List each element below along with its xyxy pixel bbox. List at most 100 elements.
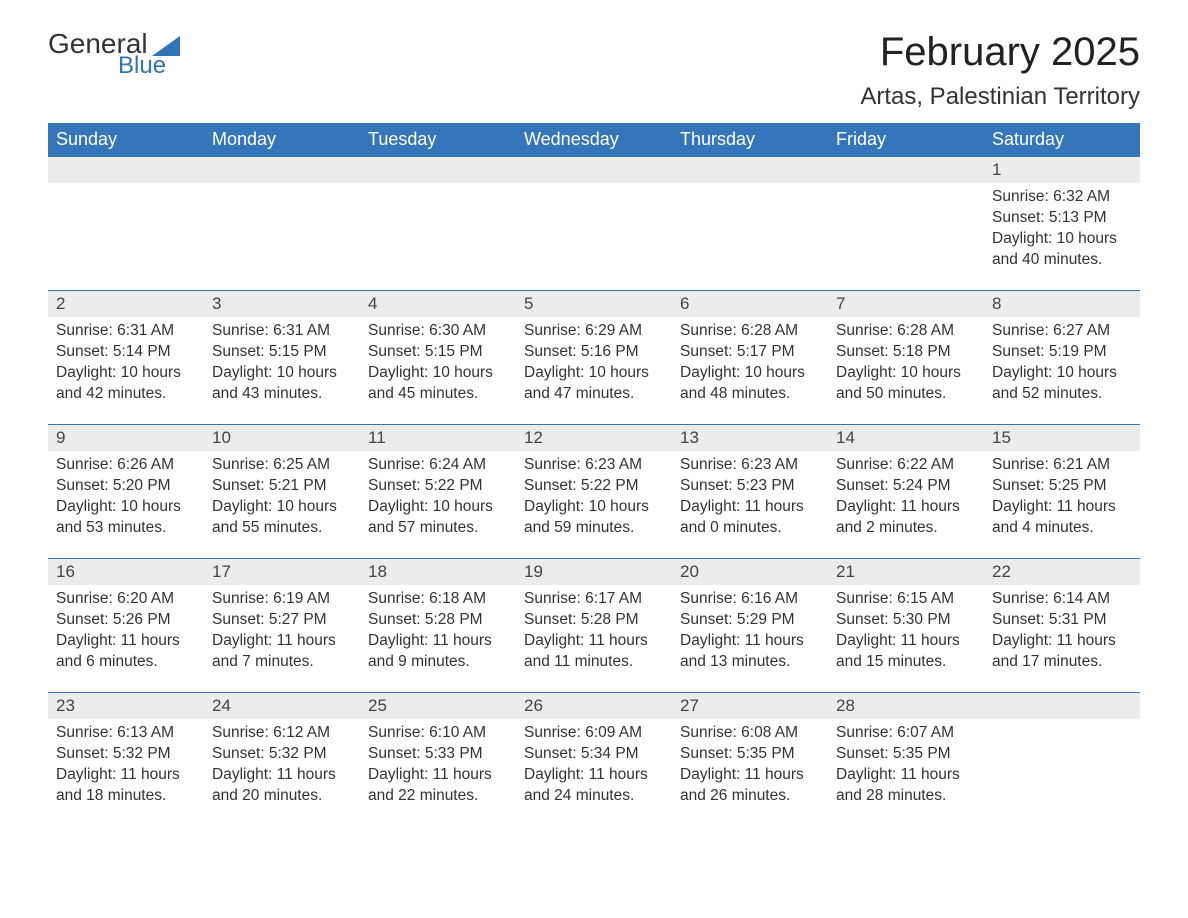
day-cell: Sunrise: 6:15 AMSunset: 5:30 PMDaylight:… [828,585,984,687]
day-number: 26 [516,693,672,719]
daylight-line: Daylight: 11 hours and 2 minutes. [836,497,976,539]
day-cell: Sunrise: 6:08 AMSunset: 5:35 PMDaylight:… [672,719,828,821]
daynum-row: 9101112131415 [48,425,1140,451]
daylight-line: Daylight: 10 hours and 47 minutes. [524,363,664,405]
day-cell: Sunrise: 6:23 AMSunset: 5:23 PMDaylight:… [672,451,828,553]
day-number: 7 [828,291,984,317]
day-cell: Sunrise: 6:27 AMSunset: 5:19 PMDaylight:… [984,317,1140,419]
sunrise-line: Sunrise: 6:22 AM [836,455,976,476]
day-cell: Sunrise: 6:18 AMSunset: 5:28 PMDaylight:… [360,585,516,687]
day-number: 23 [48,693,204,719]
day-cell: Sunrise: 6:22 AMSunset: 5:24 PMDaylight:… [828,451,984,553]
day-number: 6 [672,291,828,317]
sunrise-line: Sunrise: 6:09 AM [524,723,664,744]
sunrise-line: Sunrise: 6:13 AM [56,723,196,744]
day-cell: Sunrise: 6:28 AMSunset: 5:18 PMDaylight:… [828,317,984,419]
logo-line1: General [48,30,180,58]
day-cell: Sunrise: 6:17 AMSunset: 5:28 PMDaylight:… [516,585,672,687]
sunset-line: Sunset: 5:35 PM [680,744,820,765]
daylight-line: Daylight: 11 hours and 9 minutes. [368,631,508,673]
weekday-fri: Friday [828,123,984,156]
daylight-line: Daylight: 10 hours and 50 minutes. [836,363,976,405]
sunrise-line: Sunrise: 6:25 AM [212,455,352,476]
day-number: 2 [48,291,204,317]
day-number [672,157,828,183]
sunset-line: Sunset: 5:31 PM [992,610,1132,631]
daybody-row: Sunrise: 6:31 AMSunset: 5:14 PM Daylight:… [48,317,1140,419]
weekday-mon: Monday [204,123,360,156]
title-block: February 2025 Artas, Palestinian Territo… [860,30,1140,111]
day-cell: Sunrise: 6:26 AMSunset: 5:20 PMDaylight:… [48,451,204,553]
day-cell [204,183,360,285]
daynum-row: 16171819202122 [48,559,1140,585]
sunrise-line: Sunrise: 6:31 AM [56,321,196,342]
day-cell: Sunrise: 6:32 AMSunset: 5:13 PMDaylight:… [984,183,1140,285]
sunrise-line: Sunrise: 6:26 AM [56,455,196,476]
day-cell: Sunrise: 6:31 AMSunset: 5:14 PMDaylight:… [48,317,204,419]
sunrise-line: Sunrise: 6:24 AM [368,455,508,476]
sunrise-line: Sunrise: 6:07 AM [836,723,976,744]
day-number: 27 [672,693,828,719]
daylight-line: Daylight: 11 hours and 28 minutes. [836,765,976,807]
sunset-line: Sunset: 5:23 PM [680,476,820,497]
daybody-row: Sunrise: 6:32 AMSunset: 5:13 PMDaylight:… [48,183,1140,285]
daynum-row: 1 [48,157,1140,183]
day-number: 12 [516,425,672,451]
calendar-week: 232425262728Sunrise: 6:13 AMSunset: 5:32… [48,692,1140,826]
daylight-line: Daylight: 10 hours and 59 minutes. [524,497,664,539]
sunrise-line: Sunrise: 6:27 AM [992,321,1132,342]
day-number: 5 [516,291,672,317]
daylight-line: Daylight: 10 hours and 43 minutes. [212,363,352,405]
sunset-line: Sunset: 5:14 PM [56,342,196,363]
sunrise-line: Sunrise: 6:12 AM [212,723,352,744]
sunrise-line: Sunrise: 6:29 AM [524,321,664,342]
daybody-row: Sunrise: 6:26 AMSunset: 5:20 PMDaylight:… [48,451,1140,553]
day-number: 14 [828,425,984,451]
daylight-line: Daylight: 11 hours and 26 minutes. [680,765,820,807]
day-number: 17 [204,559,360,585]
daynum-row: 2345678 [48,291,1140,317]
weekday-thu: Thursday [672,123,828,156]
day-number: 13 [672,425,828,451]
sunset-line: Sunset: 5:35 PM [836,744,976,765]
sunset-line: Sunset: 5:16 PM [524,342,664,363]
day-cell: Sunrise: 6:13 AMSunset: 5:32 PMDaylight:… [48,719,204,821]
location: Artas, Palestinian Territory [860,83,1140,111]
header: General Blue February 2025 Artas, Palest… [48,30,1140,111]
sunrise-line: Sunrise: 6:16 AM [680,589,820,610]
sunset-line: Sunset: 5:21 PM [212,476,352,497]
day-cell: Sunrise: 6:21 AMSunset: 5:25 PMDaylight:… [984,451,1140,553]
sunset-line: Sunset: 5:33 PM [368,744,508,765]
daybody-row: Sunrise: 6:13 AMSunset: 5:32 PMDaylight:… [48,719,1140,821]
page-title: February 2025 [860,30,1140,75]
day-cell: Sunrise: 6:19 AMSunset: 5:27 PMDaylight:… [204,585,360,687]
sunset-line: Sunset: 5:22 PM [524,476,664,497]
day-number [204,157,360,183]
sunrise-line: Sunrise: 6:23 AM [524,455,664,476]
daylight-line: Daylight: 10 hours and 53 minutes. [56,497,196,539]
day-number [48,157,204,183]
sunrise-line: Sunrise: 6:30 AM [368,321,508,342]
day-cell: Sunrise: 6:25 AMSunset: 5:21 PMDaylight:… [204,451,360,553]
calendar-week: 9101112131415Sunrise: 6:26 AMSunset: 5:2… [48,424,1140,558]
day-number: 21 [828,559,984,585]
day-number: 19 [516,559,672,585]
day-cell [828,183,984,285]
day-number [360,157,516,183]
daylight-line: Daylight: 10 hours and 57 minutes. [368,497,508,539]
day-cell [672,183,828,285]
day-cell: Sunrise: 6:20 AMSunset: 5:26 PMDaylight:… [48,585,204,687]
logo: General Blue [48,30,180,78]
sunrise-line: Sunrise: 6:15 AM [836,589,976,610]
daylight-line: Daylight: 10 hours and 55 minutes. [212,497,352,539]
sunrise-line: Sunrise: 6:20 AM [56,589,196,610]
sunrise-line: Sunrise: 6:28 AM [836,321,976,342]
day-number: 16 [48,559,204,585]
sunset-line: Sunset: 5:15 PM [368,342,508,363]
day-number: 22 [984,559,1140,585]
daylight-line: Daylight: 11 hours and 24 minutes. [524,765,664,807]
daylight-line: Daylight: 11 hours and 20 minutes. [212,765,352,807]
day-number: 25 [360,693,516,719]
day-number: 3 [204,291,360,317]
day-cell: Sunrise: 6:14 AMSunset: 5:31 PMDaylight:… [984,585,1140,687]
